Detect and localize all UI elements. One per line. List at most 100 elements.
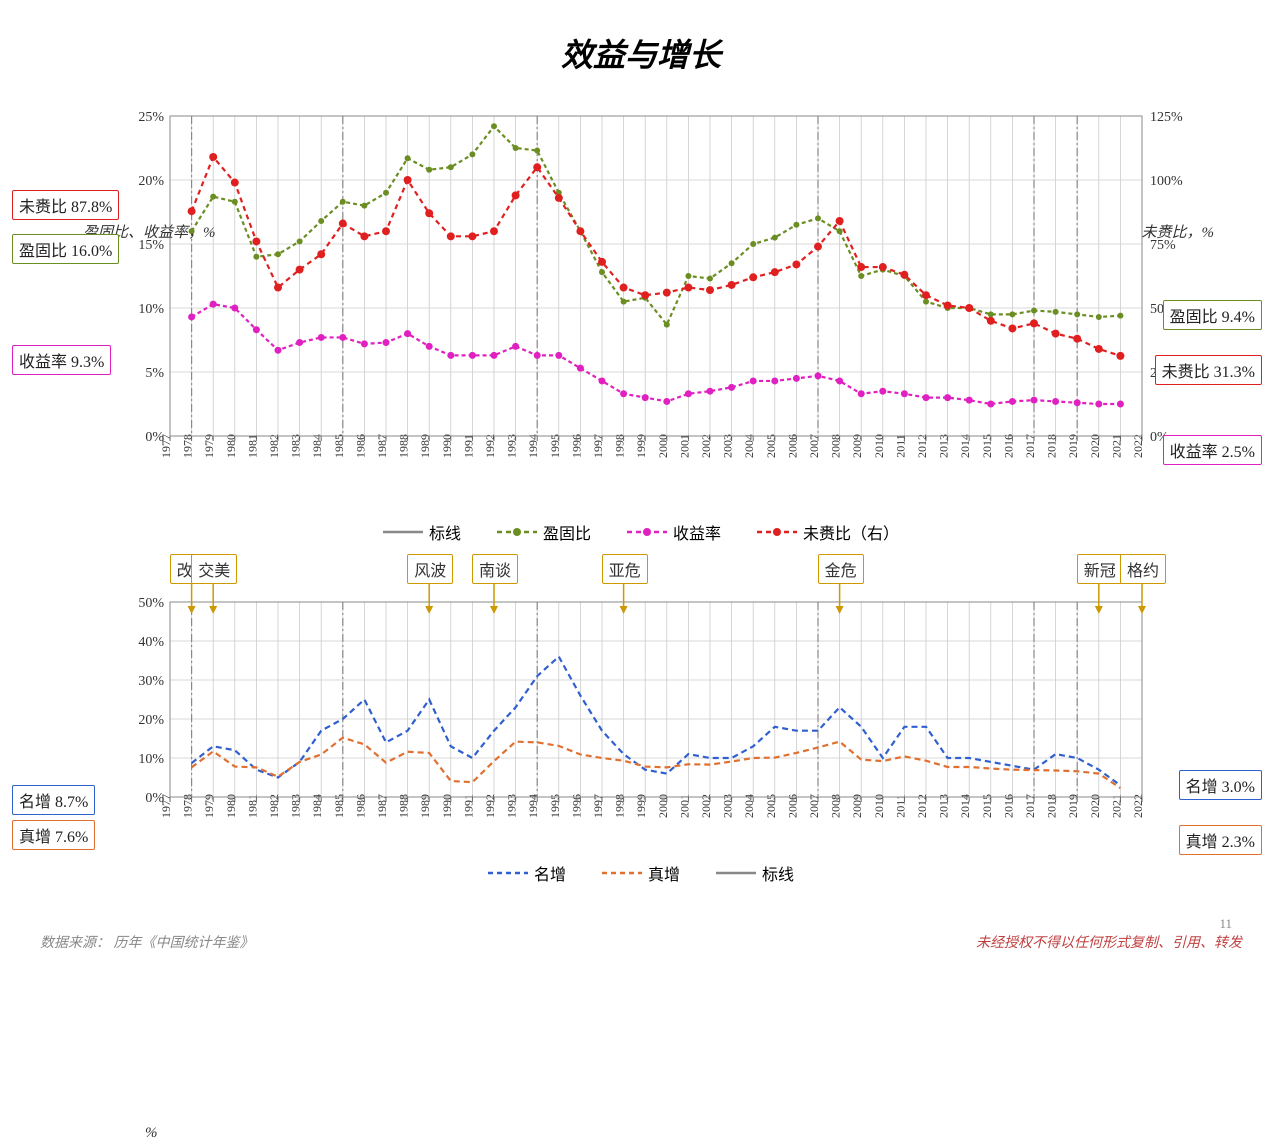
callout-box: 真增 7.6% <box>12 820 95 850</box>
svg-text:30%: 30% <box>138 674 164 689</box>
svg-text:2008: 2008 <box>829 434 843 458</box>
svg-text:1982: 1982 <box>267 794 281 818</box>
svg-text:1995: 1995 <box>548 794 562 818</box>
svg-text:2007: 2007 <box>807 794 821 818</box>
svg-text:1994: 1994 <box>526 794 540 818</box>
svg-text:50%: 50% <box>138 596 164 611</box>
svg-text:100%: 100% <box>1150 174 1183 189</box>
callout-box: 名增 3.0% <box>1179 770 1262 800</box>
svg-text:20%: 20% <box>138 174 164 189</box>
svg-text:1988: 1988 <box>397 794 411 818</box>
svg-text:1979: 1979 <box>202 434 216 458</box>
svg-text:2004: 2004 <box>742 434 756 458</box>
callout-box: 未赉比 87.8% <box>12 190 119 220</box>
svg-text:40%: 40% <box>138 635 164 650</box>
svg-text:2017: 2017 <box>1023 434 1037 458</box>
svg-text:1981: 1981 <box>245 794 259 818</box>
svg-text:1982: 1982 <box>267 434 281 458</box>
svg-text:1990: 1990 <box>440 434 454 458</box>
svg-text:1985: 1985 <box>332 794 346 818</box>
legend-item: 标线 <box>383 520 461 544</box>
svg-text:2012: 2012 <box>915 434 929 458</box>
svg-text:1991: 1991 <box>461 434 475 458</box>
bottom-left-axis-label: % <box>145 1125 158 1142</box>
svg-text:2016: 2016 <box>1001 434 1015 458</box>
svg-text:1980: 1980 <box>224 794 238 818</box>
svg-text:2020: 2020 <box>1088 794 1102 818</box>
page-title: 效益与增长 <box>30 30 1252 76</box>
top-right-axis-label: 未赉比，% <box>1142 221 1215 242</box>
svg-text:2000: 2000 <box>656 794 670 818</box>
bottom-chart: % 0%10%20%30%40%50%197719781979198019811… <box>30 552 1252 857</box>
svg-text:2012: 2012 <box>915 794 929 818</box>
svg-text:2001: 2001 <box>677 794 691 818</box>
legend-item: 名增 <box>488 861 566 885</box>
svg-text:2020: 2020 <box>1088 434 1102 458</box>
svg-text:1991: 1991 <box>461 794 475 818</box>
svg-text:1992: 1992 <box>483 794 497 818</box>
svg-text:2017: 2017 <box>1023 794 1037 818</box>
svg-text:2018: 2018 <box>1045 794 1059 818</box>
svg-text:2003: 2003 <box>721 794 735 818</box>
svg-text:1986: 1986 <box>353 794 367 818</box>
callout-box: 收益率 2.5% <box>1163 435 1262 465</box>
event-label: 交美 <box>191 554 237 584</box>
svg-text:2019: 2019 <box>1066 434 1080 458</box>
svg-text:1998: 1998 <box>613 434 627 458</box>
svg-text:125%: 125% <box>1150 110 1183 125</box>
legend-item: 未赉比（右） <box>757 520 899 544</box>
callout-box: 盈固比 9.4% <box>1163 300 1262 330</box>
svg-text:1983: 1983 <box>289 794 303 818</box>
event-label: 南谈 <box>472 554 518 584</box>
svg-text:1978: 1978 <box>181 434 195 458</box>
svg-text:25%: 25% <box>138 110 164 125</box>
event-label: 风波 <box>407 554 453 584</box>
svg-text:2001: 2001 <box>677 434 691 458</box>
footer-source: 数据来源： 历年《中国统计年鉴》 <box>40 932 254 952</box>
callout-box: 名增 8.7% <box>12 785 95 815</box>
svg-text:1989: 1989 <box>418 794 432 818</box>
svg-text:1984: 1984 <box>310 434 324 458</box>
svg-text:1980: 1980 <box>224 434 238 458</box>
svg-text:1988: 1988 <box>397 434 411 458</box>
svg-text:2007: 2007 <box>807 434 821 458</box>
svg-text:2009: 2009 <box>850 794 864 818</box>
svg-text:1983: 1983 <box>289 434 303 458</box>
svg-text:2018: 2018 <box>1045 434 1059 458</box>
svg-text:2006: 2006 <box>785 794 799 818</box>
svg-text:2015: 2015 <box>980 434 994 458</box>
svg-text:2013: 2013 <box>937 794 951 818</box>
svg-text:10%: 10% <box>138 752 164 767</box>
svg-text:1999: 1999 <box>634 794 648 818</box>
svg-text:1987: 1987 <box>375 434 389 458</box>
page-number: 11 <box>1219 916 1232 932</box>
svg-text:2000: 2000 <box>656 434 670 458</box>
svg-text:1979: 1979 <box>202 794 216 818</box>
legend-item: 收益率 <box>627 520 721 544</box>
svg-text:1994: 1994 <box>526 434 540 458</box>
svg-text:2014: 2014 <box>958 794 972 818</box>
svg-text:1984: 1984 <box>310 794 324 818</box>
svg-text:1997: 1997 <box>591 794 605 818</box>
svg-text:2002: 2002 <box>699 434 713 458</box>
callout-box: 盈固比 16.0% <box>12 234 119 264</box>
svg-text:2022: 2022 <box>1131 434 1145 458</box>
svg-text:1997: 1997 <box>591 434 605 458</box>
svg-text:1989: 1989 <box>418 434 432 458</box>
legend-item: 盈固比 <box>497 520 591 544</box>
svg-text:1998: 1998 <box>613 794 627 818</box>
svg-text:1977: 1977 <box>159 434 173 458</box>
legend-item: 真增 <box>602 861 680 885</box>
svg-text:2013: 2013 <box>937 434 951 458</box>
svg-text:1993: 1993 <box>505 794 519 818</box>
svg-text:1990: 1990 <box>440 794 454 818</box>
event-label: 格约 <box>1120 554 1166 584</box>
svg-text:1978: 1978 <box>181 794 195 818</box>
event-label: 亚危 <box>602 554 648 584</box>
svg-text:2006: 2006 <box>785 434 799 458</box>
svg-text:5%: 5% <box>145 366 164 381</box>
svg-text:1985: 1985 <box>332 434 346 458</box>
svg-text:2002: 2002 <box>699 794 713 818</box>
svg-text:1996: 1996 <box>569 434 583 458</box>
svg-text:2005: 2005 <box>764 434 778 458</box>
